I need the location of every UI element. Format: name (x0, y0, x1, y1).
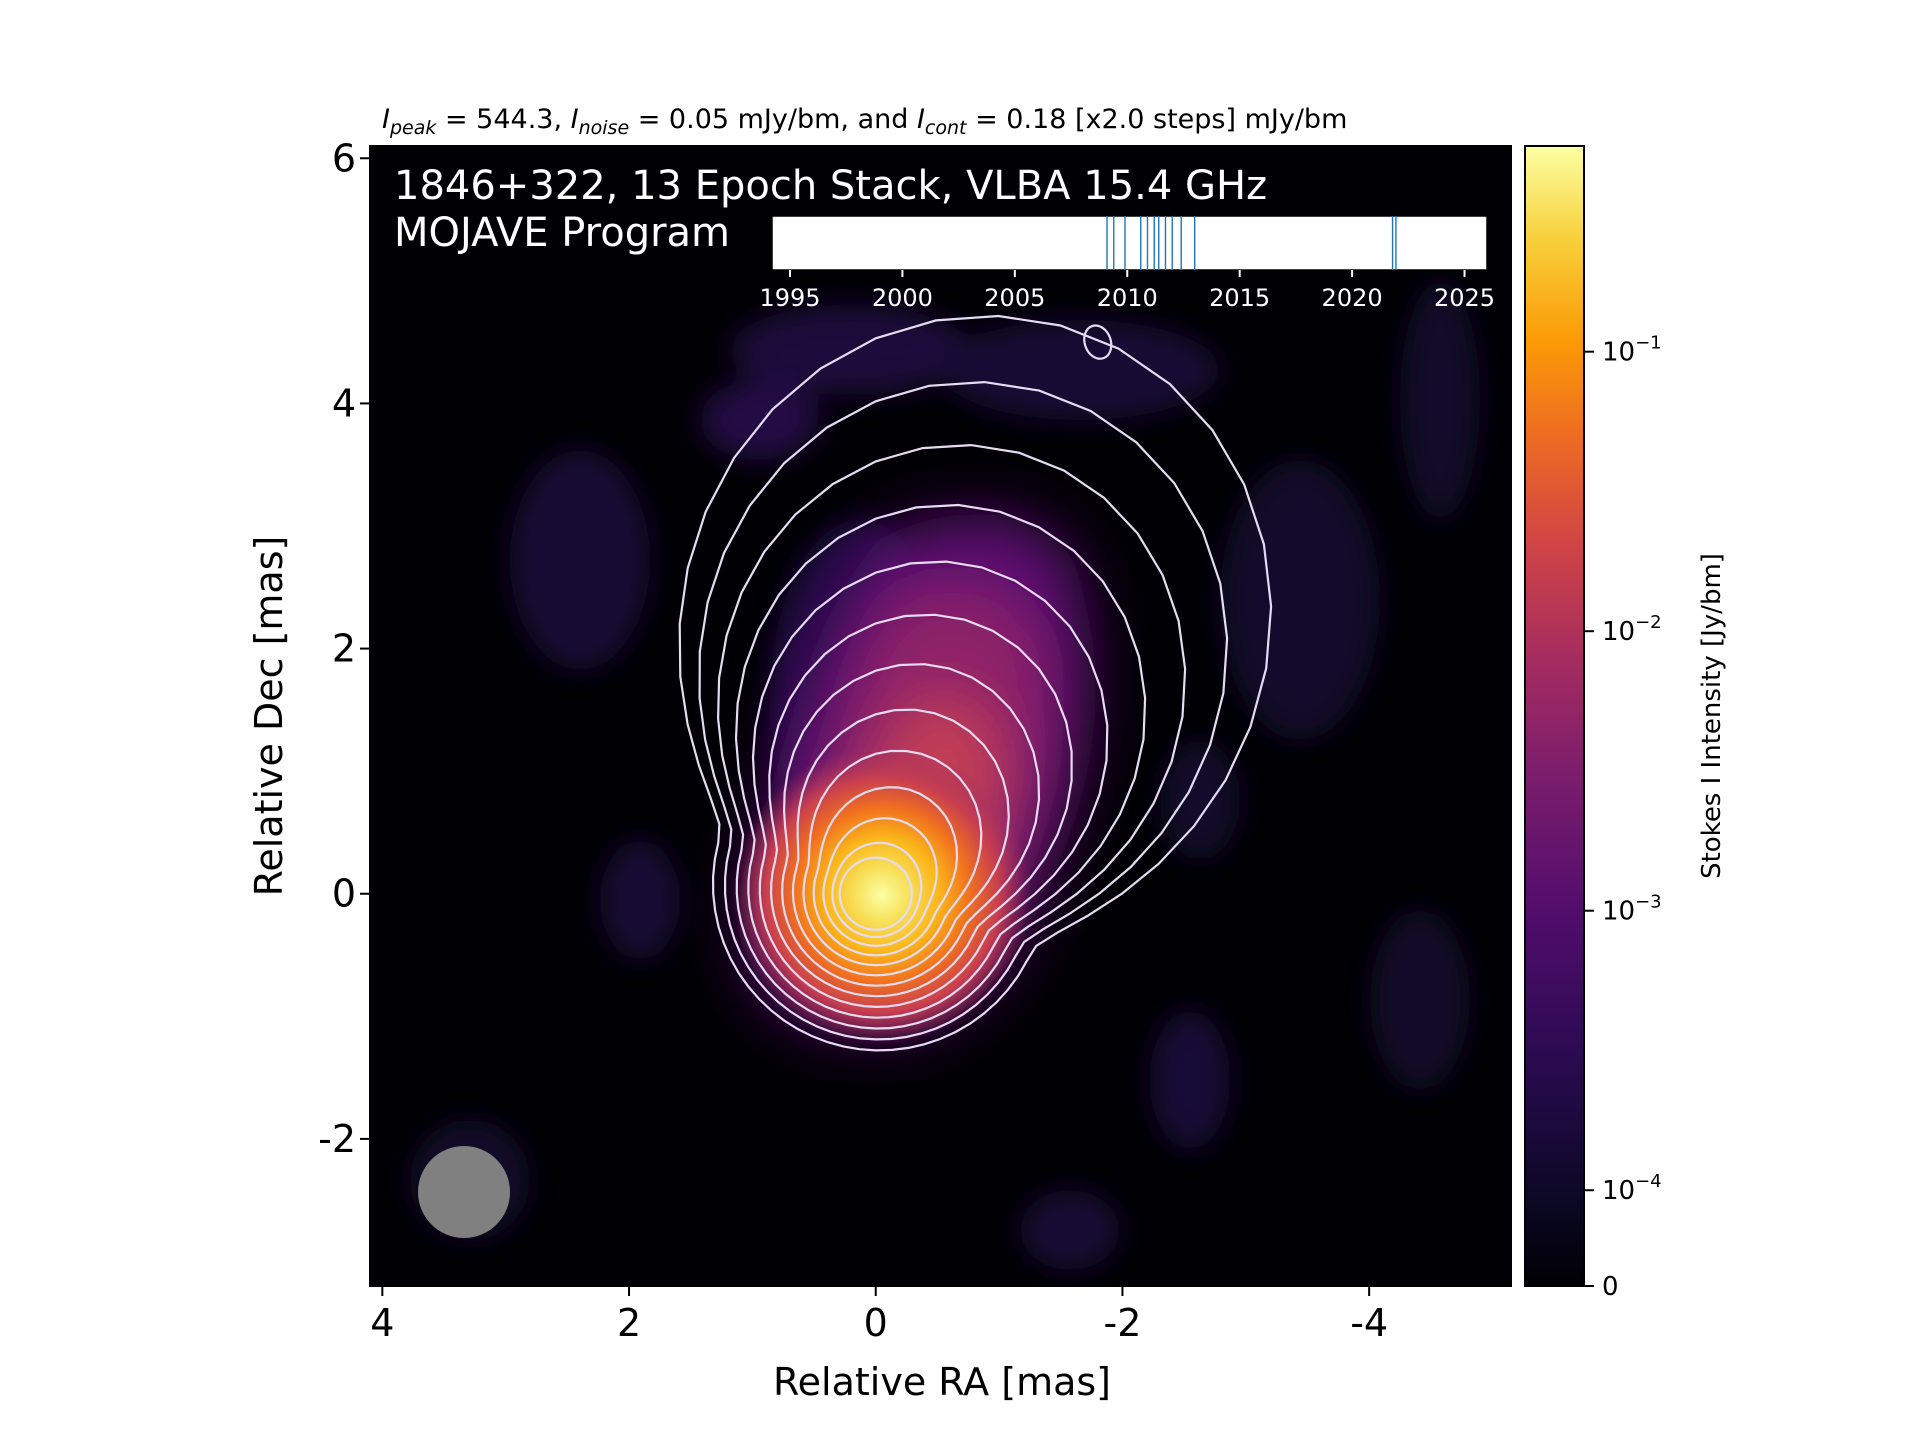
contour-level (751, 560, 1109, 1009)
colorbar-label: Stokes I Intensity [Jy/bm] (1697, 553, 1727, 879)
contour-level (781, 663, 1041, 987)
contour-level (802, 749, 983, 967)
y-tick-label: 0 (332, 872, 356, 916)
contour-level (734, 503, 1147, 1019)
colorbar-tick-label: 10−1 (1602, 333, 1662, 368)
contour-level (791, 708, 1010, 977)
x-axis-label: Relative RA [mas] (773, 1360, 1111, 1404)
contour-level (768, 613, 1073, 998)
y-tick-label: 6 (332, 136, 356, 180)
contour-level (678, 314, 1273, 1052)
contour-level (822, 817, 938, 947)
x-tick-label: 4 (370, 1301, 394, 1345)
epoch-markers (1106, 216, 1397, 270)
colorbar-tick-label: 10−3 (1602, 892, 1662, 927)
x-tick-label: -4 (1350, 1301, 1388, 1345)
y-axis: -2 0 2 4 6 (318, 136, 370, 1161)
beam-ellipse (418, 1146, 510, 1238)
epoch-tick-label: 2005 (984, 284, 1045, 312)
x-tick-label: 2 (617, 1301, 641, 1345)
epoch-tick-label: 2020 (1322, 284, 1383, 312)
x-axis: 4 2 0 -2 -4 (370, 1286, 1388, 1345)
contour-island (1083, 324, 1113, 360)
colorbar: 10−1 10−2 10−3 10−4 0 Stokes I Intensity [Jy… (1524, 145, 1727, 1302)
epoch-tick-label: 2015 (1209, 284, 1270, 312)
epoch-axis: 1995 2000 2005 2010 2015 2020 2025 (759, 270, 1495, 312)
colorbar-gradient (1524, 145, 1585, 1287)
y-tick-label: 2 (332, 627, 356, 671)
intensity-map (370, 146, 1511, 1286)
colorbar-tick-label: 10−2 (1602, 612, 1662, 647)
x-tick-label: -2 (1103, 1301, 1141, 1345)
epoch-tick-label: 2000 (872, 284, 933, 312)
y-axis-label: Relative Dec [mas] (247, 536, 291, 897)
chart-title: Ipeak = 544.3, Inoise = 0.05 mJy/bm, and… (382, 104, 1347, 139)
contour-level (698, 380, 1229, 1041)
epoch-tick-label: 2025 (1434, 284, 1495, 312)
y-tick-label: 4 (332, 381, 356, 425)
epoch-tick-label: 2010 (1097, 284, 1158, 312)
colorbar-tick-label: 0 (1602, 1272, 1619, 1302)
contour-lines (678, 314, 1273, 1052)
contour-level (716, 443, 1187, 1030)
epoch-timeline-box (771, 215, 1488, 271)
contour-level (831, 841, 923, 939)
x-tick-label: 0 (864, 1301, 888, 1345)
source-annotation-line1: 1846+322, 13 Epoch Stack, VLBA 15.4 GHz (394, 163, 1267, 209)
colorbar-ticks: 10−1 10−2 10−3 10−4 0 (1584, 333, 1662, 1302)
source-annotation-line2: MOJAVE Program (394, 210, 730, 256)
colorbar-tick-label: 10−4 (1602, 1171, 1662, 1206)
contour-level (838, 856, 913, 931)
epoch-timeline-inset: 1995 2000 2005 2010 2015 2020 2025 (759, 215, 1495, 312)
contour-level (812, 786, 959, 957)
y-tick-label: -2 (318, 1117, 356, 1161)
epoch-tick-label: 1995 (759, 284, 820, 312)
plot-frame (369, 145, 1512, 1287)
